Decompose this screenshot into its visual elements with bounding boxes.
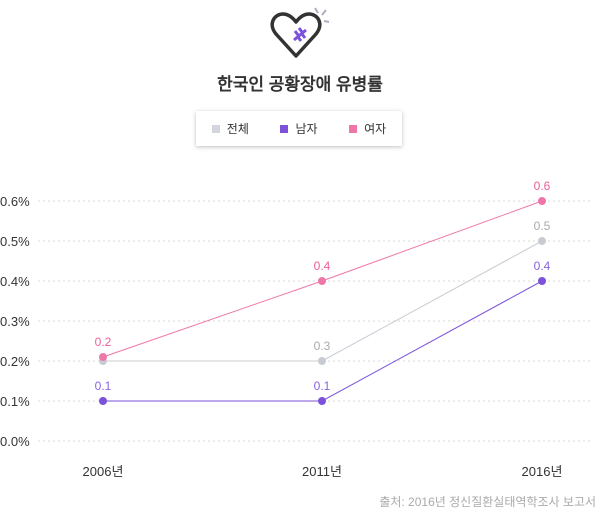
data-point — [99, 397, 107, 405]
data-point — [538, 237, 546, 245]
x-tick-label: 2011년 — [302, 464, 342, 479]
data-label: 0.2 — [95, 335, 112, 349]
line-chart: 0.0% 0.1% 0.2% 0.3% 0.4% 0.5% 0.6% 2006년 2011년 20… — [0, 179, 592, 479]
x-tick-label: 2016년 — [522, 464, 563, 479]
y-tick-label: 0.3% — [0, 314, 30, 329]
legend-label: 남자 — [295, 122, 318, 136]
legend-label: 전체 — [226, 122, 249, 136]
data-point — [538, 277, 546, 285]
data-point — [538, 197, 546, 205]
data-point — [99, 353, 107, 361]
data-label: 0.5 — [534, 219, 551, 233]
legend-item-female[interactable]: 여자 — [349, 120, 386, 137]
y-tick-label: 0.0% — [0, 434, 30, 449]
data-label: 0.4 — [314, 259, 331, 273]
legend-swatch — [349, 124, 358, 133]
y-tick-label: 0.2% — [0, 354, 30, 369]
y-tick-label: 0.1% — [0, 394, 30, 409]
legend-swatch — [280, 124, 289, 133]
x-tick-label: 2006년 — [83, 464, 124, 479]
data-label: 0.1 — [314, 379, 331, 393]
legend-item-male[interactable]: 남자 — [280, 120, 318, 137]
y-tick-label: 0.4% — [0, 274, 30, 289]
heart-bandage-icon — [270, 7, 330, 58]
chart-title: 한국인 공황장애 유병률 — [217, 75, 383, 94]
data-label: 0.6 — [534, 179, 551, 193]
data-point — [318, 277, 326, 285]
legend-item-total[interactable]: 전체 — [211, 120, 249, 137]
data-point — [318, 357, 326, 365]
source-note: 출처: 2016년 정신질환실태역학조사 보고서 — [379, 495, 596, 509]
data-label: 0.1 — [95, 379, 112, 393]
legend-swatch — [211, 124, 220, 133]
legend-label: 여자 — [364, 122, 387, 136]
data-point — [318, 397, 326, 405]
data-label: 0.4 — [534, 259, 551, 273]
legend: 전체 남자 여자 — [196, 111, 402, 146]
data-label: 0.3 — [314, 339, 331, 353]
y-tick-label: 0.5% — [0, 234, 30, 249]
y-tick-label: 0.6% — [0, 194, 30, 209]
